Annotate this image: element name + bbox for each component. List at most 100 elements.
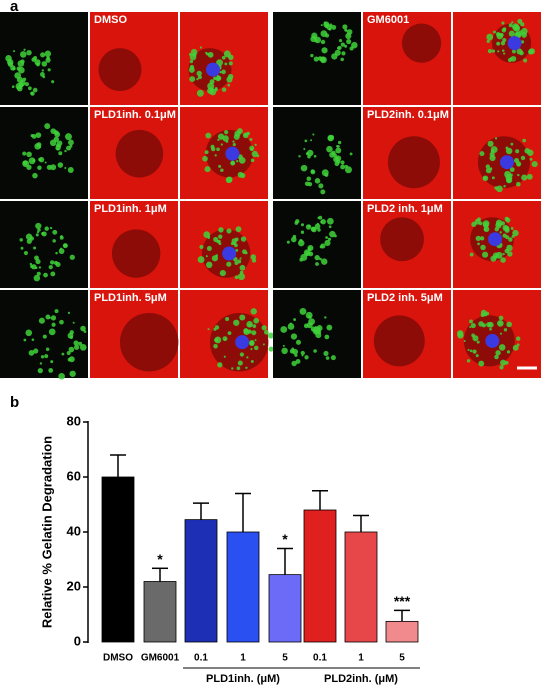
cell-signal (219, 70, 222, 74)
cell-signal (29, 262, 33, 266)
cell-signal (22, 160, 28, 166)
cell-signal (33, 246, 37, 250)
cell-signal (494, 354, 499, 360)
cell-signal (498, 344, 506, 351)
cell-signal (17, 60, 25, 67)
cell-signal (487, 140, 494, 147)
cell-signal (297, 239, 305, 247)
cell-signal (510, 142, 514, 146)
cell-signal (26, 164, 32, 170)
cell-signal (190, 48, 198, 56)
bar (303, 509, 337, 643)
cell-signal (326, 324, 333, 331)
significance: *** (394, 593, 411, 609)
bar (344, 531, 378, 643)
cell-signal (329, 135, 334, 140)
cell-signal (65, 133, 72, 141)
cell-signal (243, 328, 249, 334)
panel-label: b (10, 394, 19, 411)
cell-signal (34, 59, 41, 66)
cell-signal (501, 21, 505, 25)
cell-signal (32, 159, 36, 163)
cell-signal (48, 265, 53, 270)
cell-signal (520, 155, 526, 161)
cell-signal (253, 345, 259, 351)
nucleus (485, 333, 500, 348)
cell-signal (316, 325, 323, 332)
image-bg (0, 12, 88, 105)
cell-signal (505, 147, 513, 155)
cell-signal (281, 347, 288, 355)
cell-signal (217, 362, 223, 368)
cell-signal (53, 260, 59, 266)
cell-signal (36, 271, 41, 276)
cell-signal (213, 76, 217, 81)
cell-signal (189, 76, 196, 83)
cell-signal (502, 49, 505, 52)
degradation-spot (373, 315, 425, 367)
cell-signal (214, 154, 217, 157)
cell-signal (64, 149, 67, 153)
cell-signal (300, 350, 305, 356)
cell-signal (509, 173, 513, 177)
image-bg (363, 12, 451, 105)
cell-signal (344, 44, 348, 48)
image-bg (0, 107, 88, 199)
cell-signal (477, 217, 481, 222)
cell-signal (206, 246, 212, 251)
cell-signal (313, 154, 317, 158)
cell-signal (308, 315, 312, 319)
cell-signal (225, 176, 233, 184)
cell-signal (512, 229, 519, 237)
cell-signal (479, 236, 485, 241)
cell-signal (25, 329, 33, 337)
cell-signal (43, 272, 48, 278)
cell-signal (489, 154, 496, 162)
cell-signal (196, 89, 204, 97)
cell-signal (246, 356, 249, 359)
cell-signal (344, 164, 348, 168)
cell-signal (300, 223, 305, 227)
cell-signal (335, 145, 339, 148)
cell-signal (329, 151, 335, 158)
micrograph (180, 201, 268, 288)
cell-signal (249, 138, 253, 141)
cell-signal (294, 353, 298, 357)
cell-signal (49, 139, 57, 147)
cell-signal (189, 59, 194, 64)
cell-signal (49, 260, 55, 265)
cell-signal (503, 52, 506, 55)
cell-signal (303, 147, 306, 151)
cell-signal (83, 330, 87, 333)
cell-signal (502, 252, 505, 256)
nucleus (499, 155, 514, 170)
cell-signal (311, 226, 317, 233)
cell-signal (59, 319, 64, 325)
cell-signal (214, 325, 220, 330)
cell-signal (216, 59, 223, 67)
cell-signal (517, 163, 521, 167)
cell-signal (349, 152, 353, 156)
cell-signal (310, 53, 314, 58)
cell-signal (224, 62, 228, 66)
cell-signal (69, 254, 75, 260)
cell-signal (224, 130, 229, 135)
cell-signal (214, 336, 222, 344)
image-bg (0, 290, 88, 378)
cell-signal (237, 273, 245, 281)
cell-signal (341, 51, 346, 56)
cell-signal (44, 354, 49, 359)
cell-signal (315, 39, 318, 42)
cell-signal (469, 319, 473, 324)
cell-signal (312, 133, 315, 136)
cell-signal (55, 145, 61, 151)
cell-signal (324, 33, 330, 38)
cell-signal (57, 162, 64, 168)
y-tick-label: 0 (74, 633, 81, 648)
cell-signal (213, 343, 218, 349)
cell-signal (531, 160, 538, 168)
cell-signal (292, 234, 297, 239)
cell-signal (494, 137, 498, 140)
cell-signal (515, 181, 521, 187)
cell-signal (514, 157, 520, 164)
